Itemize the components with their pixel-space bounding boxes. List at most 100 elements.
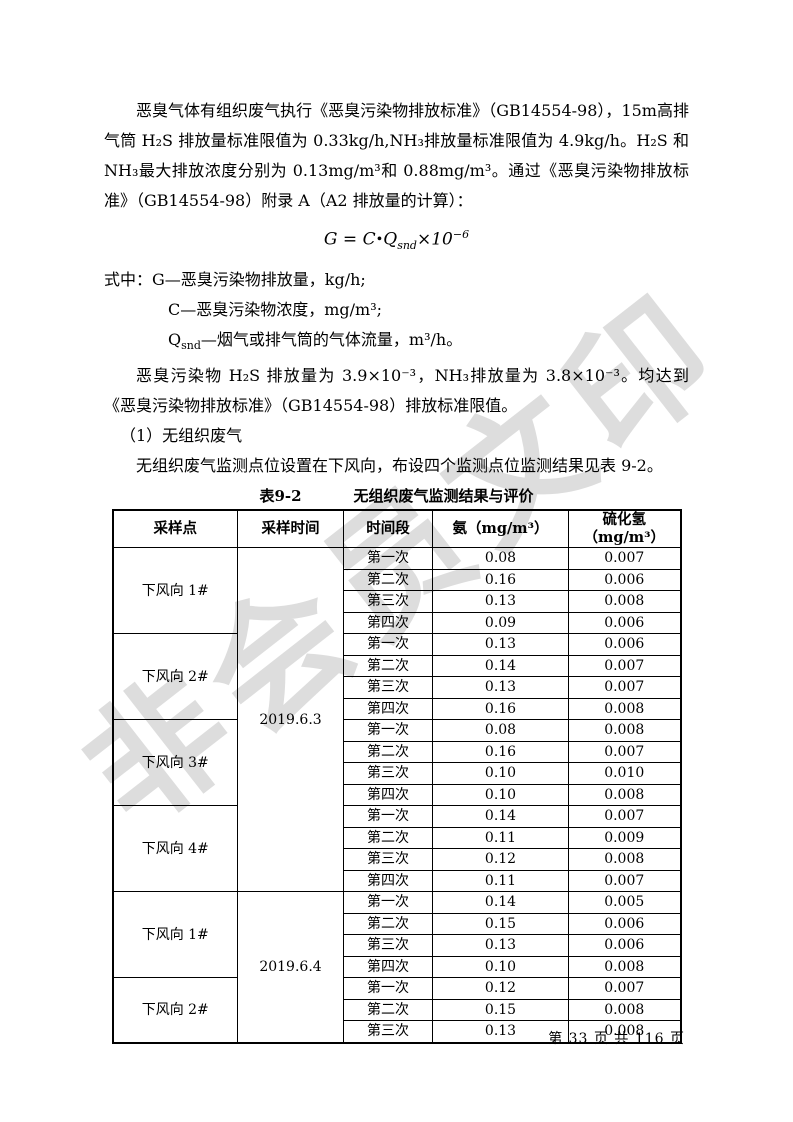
ammonia-value-cell: 0.11 xyxy=(432,826,569,850)
table-caption-title: 无组织废气监测结果与评价 xyxy=(353,487,534,506)
ammonia-value-cell: 0.14 xyxy=(432,654,569,678)
time-period-cell: 第四次 xyxy=(343,697,433,721)
ammonia-value-cell: 0.12 xyxy=(432,977,569,1000)
ammonia-value-cell: 0.15 xyxy=(432,998,569,1022)
ammonia-value-cell: 0.08 xyxy=(432,547,569,570)
page-content: 恶臭气体有组织废气执行《恶臭污染物排放标准》（GB14554-98），15m高排… xyxy=(104,101,689,1044)
h2s-value-cell: 0.008 xyxy=(568,719,681,742)
paragraph-emission-standard: 恶臭气体有组织废气执行《恶臭污染物排放标准》（GB14554-98），15m高排… xyxy=(104,101,689,210)
ammonia-value-cell: 0.13 xyxy=(432,1020,569,1044)
time-period-cell: 第三次 xyxy=(343,590,433,613)
h2s-value-cell: 0.008 xyxy=(568,1020,681,1044)
legend-q-subscript: snd xyxy=(181,339,201,353)
table-row: 第二次 0.11 0.009 xyxy=(113,826,681,850)
sample-point-cell: 下风向 3# xyxy=(112,719,238,807)
h2s-value-cell: 0.007 xyxy=(568,676,681,699)
table-row: 第二次 0.16 0.006 xyxy=(113,568,681,592)
sample-point-cell: 下风向 2# xyxy=(112,633,238,721)
ammonia-value-cell: 0.13 xyxy=(432,633,569,656)
table-row: 第三次 0.10 0.010 xyxy=(113,762,681,785)
table-row: 下风向 2# 第一次 0.12 0.007 xyxy=(112,977,681,1044)
table-row: 第二次 0.16 0.007 xyxy=(113,740,681,764)
sample-point-cell: 下风向 4# xyxy=(112,805,238,893)
table-row: 第四次 0.09 0.006 xyxy=(113,611,681,635)
h2s-value-cell: 0.007 xyxy=(568,977,681,1000)
ammonia-value-cell: 0.14 xyxy=(432,891,569,914)
table-row: 第四次 0.10 0.008 xyxy=(113,955,681,979)
time-period-cell: 第二次 xyxy=(343,826,433,850)
table-row: 下风向 1# 2019.6.4 第一次 0.14 0.005 xyxy=(112,891,681,1044)
h2s-value-cell: 0.005 xyxy=(568,891,681,914)
time-period-cell: 第二次 xyxy=(343,568,433,592)
time-period-cell: 第二次 xyxy=(343,740,433,764)
ammonia-value-cell: 0.11 xyxy=(432,869,569,893)
table-row: 第三次 0.13 0.008 xyxy=(113,1020,681,1044)
h2s-value-cell: 0.006 xyxy=(568,633,681,656)
ammonia-value-cell: 0.16 xyxy=(432,740,569,764)
time-period-cell: 第一次 xyxy=(343,805,433,828)
column-header: 采样点 xyxy=(112,509,238,549)
table-row: 下风向 2# 第一次 0.13 0.006 xyxy=(112,633,681,721)
time-period-cell: 第三次 xyxy=(343,934,433,957)
table-row: 下风向 1# 2019.6.3 第一次 0.08 0.007 xyxy=(112,547,681,893)
h2s-value-cell: 0.009 xyxy=(568,826,681,850)
ammonia-value-cell: 0.12 xyxy=(432,848,569,871)
h2s-value-cell: 0.008 xyxy=(568,848,681,871)
heading-fugitive-gas: （1）无组织废气 xyxy=(120,426,243,446)
paragraph-monitoring-points: 无组织废气监测点位设置在下风向，布设四个监测点位监测结果见表 9-2。 xyxy=(136,456,663,476)
h2s-value-cell: 0.006 xyxy=(568,611,681,635)
ammonia-value-cell: 0.16 xyxy=(432,568,569,592)
legend-q-text: —烟气或排气筒的气体流量，m³/h。 xyxy=(200,330,463,350)
time-period-cell: 第一次 xyxy=(343,547,433,570)
ammonia-value-cell: 0.13 xyxy=(432,934,569,957)
sample-point-cell: 下风向 1# xyxy=(112,547,238,635)
ammonia-value-cell: 0.14 xyxy=(432,805,569,828)
h2s-value-cell: 0.008 xyxy=(568,783,681,807)
h2s-value-cell: 0.010 xyxy=(568,762,681,785)
ammonia-value-cell: 0.08 xyxy=(432,719,569,742)
time-period-cell: 第二次 xyxy=(343,654,433,678)
time-period-cell: 第四次 xyxy=(343,611,433,635)
ammonia-value-cell: 0.16 xyxy=(432,697,569,721)
ammonia-value-cell: 0.09 xyxy=(432,611,569,635)
formula-flow: Q xyxy=(383,229,398,250)
page-number: 第 33 页 共 116 页 xyxy=(548,1031,685,1047)
table-caption: 表9-2 无组织废气监测结果与评价 xyxy=(104,483,689,509)
table-caption-number: 表9-2 xyxy=(259,487,302,506)
formula-concentration: C xyxy=(362,229,376,250)
legend-q-symbol: Q xyxy=(168,330,182,350)
time-period-cell: 第二次 xyxy=(343,912,433,936)
h2s-value-cell: 0.006 xyxy=(568,912,681,936)
table-row: 第四次 0.11 0.007 xyxy=(113,869,681,893)
formula-legend-g: 式中：G—恶臭污染物排放量，kg/h; xyxy=(104,270,366,290)
table-row: 下风向 3# 第一次 0.08 0.008 xyxy=(112,719,681,807)
ammonia-value-cell: 0.10 xyxy=(432,955,569,979)
table-row: 下风向 4# 第一次 0.14 0.007 xyxy=(112,805,681,893)
ammonia-value-cell: 0.15 xyxy=(432,912,569,936)
time-period-cell: 第四次 xyxy=(343,783,433,807)
h2s-value-cell: 0.008 xyxy=(568,590,681,613)
ammonia-value-cell: 0.13 xyxy=(432,590,569,613)
emission-formula: G = C•Qsnd×10−6 xyxy=(104,218,689,263)
table-row: 第四次 0.16 0.008 xyxy=(113,697,681,721)
column-header: 时间段 xyxy=(343,509,433,549)
table-row: 第三次 0.12 0.008 xyxy=(113,848,681,871)
column-header: 采样时间 xyxy=(237,509,344,549)
formula-legend-q: Qsnd—烟气或排气筒的气体流量，m³/h。 xyxy=(104,325,689,361)
h2s-value-cell: 0.007 xyxy=(568,805,681,828)
h2s-value-cell: 0.007 xyxy=(568,740,681,764)
formula-times-ten: ×10 xyxy=(416,229,453,250)
h2s-value-cell: 0.007 xyxy=(568,654,681,678)
paragraph-emission-result: 恶臭污染物 H₂S 排放量为 3.9×10⁻³，NH₃排放量为 3.8×10⁻³… xyxy=(104,366,689,416)
sample-date-cell: 2019.6.4 xyxy=(237,891,344,1044)
time-period-cell: 第一次 xyxy=(343,977,433,1000)
time-period-cell: 第三次 xyxy=(343,676,433,699)
sample-point-cell: 下风向 2# xyxy=(112,977,238,1044)
column-header: 氨（mg/m³） xyxy=(432,509,569,549)
formula-lhs: G xyxy=(323,229,338,250)
h2s-value-cell: 0.007 xyxy=(568,869,681,893)
formula-equals: = xyxy=(337,229,363,250)
formula-flow-subscript: snd xyxy=(397,239,417,253)
h2s-value-cell: 0.008 xyxy=(568,697,681,721)
